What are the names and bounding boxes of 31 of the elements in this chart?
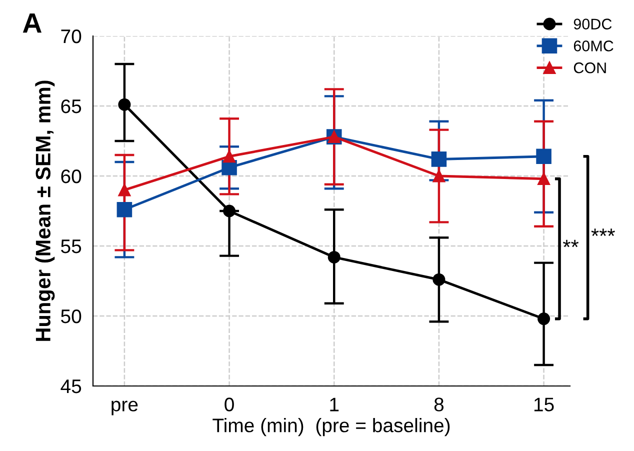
x-tick-label: pre [112, 400, 138, 416]
point [432, 170, 446, 182]
legend-label: 90DC [574, 18, 612, 30]
point [538, 312, 550, 326]
y-axis-title: Hunger (Mean ± SEM, mm) [35, 80, 55, 341]
text: *** [591, 228, 615, 236]
y-tick-label: 45 [60, 380, 82, 394]
y-tick-label: 55 [61, 240, 82, 254]
point [538, 172, 550, 186]
legend-label: 60MC [574, 40, 614, 52]
y-tick-label: 65 [61, 99, 82, 114]
y-tick-label: 50 [61, 309, 82, 324]
x-axis-title: Time (min) (pre = baseline) [212, 418, 450, 436]
point [536, 148, 552, 164]
point [223, 204, 236, 218]
y-tick-label: 60 [61, 169, 82, 184]
point [223, 150, 236, 163]
point [116, 202, 132, 218]
annotation: ** [562, 240, 579, 248]
x-tick-label: 15 [534, 398, 554, 412]
x-tick-label: 8 [434, 398, 444, 412]
x-tick-label: 1 [330, 398, 339, 412]
point [328, 250, 340, 264]
y-tick-label: 70 [61, 29, 82, 44]
x-tick-label: 0 [224, 398, 234, 412]
point [118, 184, 131, 196]
legend-label: CON [574, 62, 606, 74]
point [431, 152, 447, 167]
point [432, 273, 446, 286]
point [118, 98, 131, 111]
text: A [22, 13, 42, 33]
